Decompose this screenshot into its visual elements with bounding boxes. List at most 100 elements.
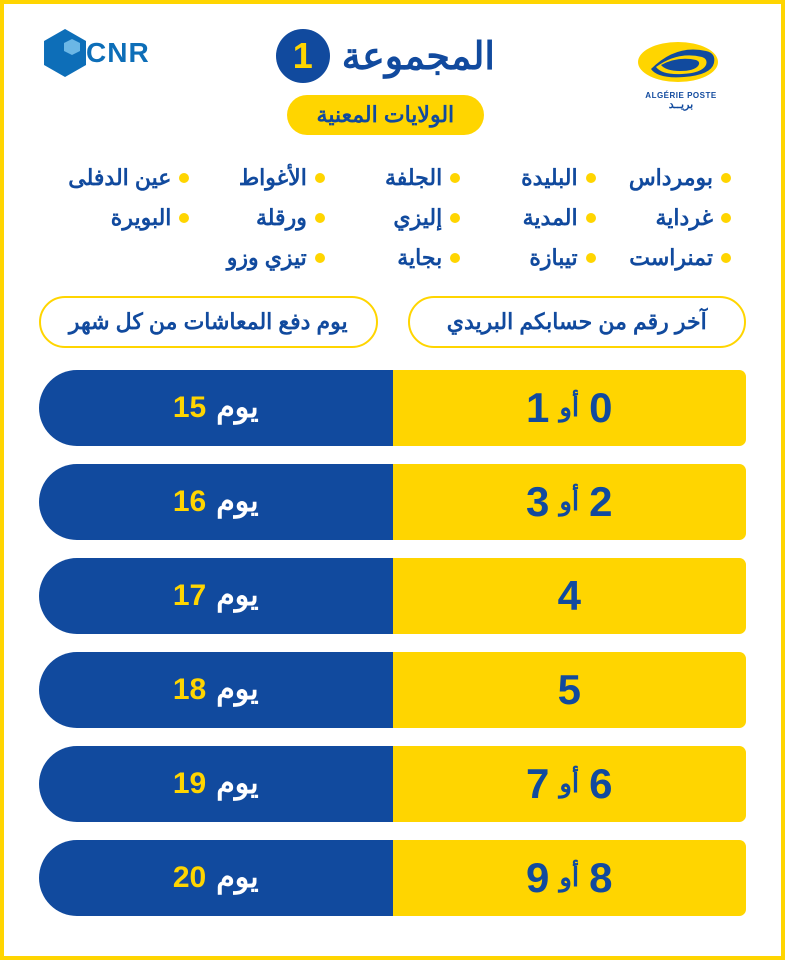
wilaya-item: تيبازة [460, 245, 595, 271]
digit-value: 9 [526, 854, 549, 902]
wilaya-label: بومرداس [629, 165, 713, 191]
day-word: يوم [216, 578, 258, 613]
bullet-icon [315, 173, 325, 183]
wilaya-item: إليزي [325, 205, 460, 231]
bullet-icon [721, 173, 731, 183]
wilaya-item: الأغواط [189, 165, 324, 191]
digit-value: 4 [558, 572, 581, 620]
day-number: 20 [173, 861, 206, 895]
schedule-row: 6 أو 7 يوم19 [39, 746, 746, 822]
bullet-icon [450, 253, 460, 263]
cnr-text: CNR [86, 37, 150, 69]
schedule-row: 4 يوم 17 [39, 558, 746, 634]
bullet-icon [586, 253, 596, 263]
wilaya-label: البليدة [521, 165, 577, 191]
wilaya-item [54, 245, 189, 271]
digit-value: 1 [526, 384, 549, 432]
day-word: يوم [216, 390, 258, 425]
wilaya-label: بجاية [397, 245, 442, 271]
cnr-hex-icon [44, 29, 86, 77]
bullet-icon [721, 253, 731, 263]
wilaya-item: تيزي وزو [189, 245, 324, 271]
wilaya-item: غرداية [596, 205, 731, 231]
wilaya-label: البويرة [111, 205, 172, 231]
header-left: يوم دفع المعاشات من كل شهر [39, 296, 378, 348]
title-block: المجموعة 1 الولايات المعنية [276, 29, 495, 135]
wilaya-label: غرداية [656, 205, 713, 231]
digit-value: 5 [558, 666, 581, 714]
digit-value: 6 [589, 760, 612, 808]
separator-word: أو [559, 486, 579, 517]
wilaya-label: المدية [523, 205, 578, 231]
column-headers: آخر رقم من حسابكم البريدي يوم دفع المعاش… [4, 296, 781, 348]
group-number-badge: 1 [276, 29, 330, 83]
digit-value: 7 [526, 760, 549, 808]
day-number: 18 [173, 673, 206, 707]
digit-value: 3 [526, 478, 549, 526]
separator-word: أو [559, 768, 579, 799]
wilaya-label: تيزي وزو [227, 245, 307, 271]
separator-word: أو [559, 862, 579, 893]
schedule-row: 2 أو 3 يوم16 [39, 464, 746, 540]
day-number: 15 [173, 391, 206, 425]
row-digits: 0 أو 1 [393, 370, 747, 446]
wilaya-label: تمنراست [629, 245, 713, 271]
wilayas-grid: بومرداس البليدة الجلفة الأغواط عين الدفلى غرد… [4, 135, 781, 296]
wilaya-item: المدية [460, 205, 595, 231]
day-number: 17 [173, 579, 206, 613]
logo-algerie-poste: ALGÉRIE POSTE بريــد [621, 29, 741, 111]
schedule-row: 0 أو 1 يوم 15 [39, 370, 746, 446]
wilaya-label: تيبازة [529, 245, 577, 271]
group-title: المجموعة 1 [276, 29, 495, 83]
bullet-icon [450, 213, 460, 223]
row-digits: 2 أو 3 [393, 464, 747, 540]
digit-value: 2 [589, 478, 612, 526]
digit-value: 0 [589, 384, 612, 432]
schedule-row: 8أو9يوم20 [39, 840, 746, 916]
row-day: يوم 20 [39, 840, 393, 916]
group-label: المجموعة [342, 34, 495, 79]
schedule-rows: 0أو1يوم152أو3يوم164يوم175يوم186أو7يوم198… [4, 370, 781, 916]
wilaya-label: ورقلة [256, 205, 307, 231]
row-day: يوم 17 [39, 558, 393, 634]
wilaya-item: عين الدفلى [54, 165, 189, 191]
bullet-icon [315, 253, 325, 263]
wilaya-item: تمنراست [596, 245, 731, 271]
day-word: يوم [216, 860, 258, 895]
wilaya-label: الأغواط [239, 165, 307, 191]
row-digits: 6 أو 7 [393, 746, 747, 822]
bullet-icon [450, 173, 460, 183]
schedule-row: 5 يوم 18 [39, 652, 746, 728]
separator-word: أو [559, 392, 579, 423]
wilaya-label: إليزي [393, 205, 442, 231]
row-day: يوم 18 [39, 652, 393, 728]
row-day: يوم19 [39, 746, 393, 822]
row-digits: 5 [393, 652, 747, 728]
bullet-icon [721, 213, 731, 223]
bullet-icon [179, 213, 189, 223]
header-right: آخر رقم من حسابكم البريدي [408, 296, 747, 348]
row-digits: 4 [393, 558, 747, 634]
wilaya-item: البويرة [54, 205, 189, 231]
wilaya-item: بومرداس [596, 165, 731, 191]
row-day: يوم16 [39, 464, 393, 540]
subtitle-pill: الولايات المعنية [287, 95, 485, 135]
row-digits: 8أو9 [393, 840, 747, 916]
bullet-icon [315, 213, 325, 223]
bullet-icon [179, 173, 189, 183]
day-word: يوم [216, 672, 258, 707]
header: ALGÉRIE POSTE بريــد المجموعة 1 الولايات… [4, 4, 781, 135]
day-number: 19 [173, 767, 206, 801]
wilaya-item: الجلفة [325, 165, 460, 191]
wilaya-item: البليدة [460, 165, 595, 191]
day-number: 16 [173, 485, 206, 519]
wilaya-item: بجاية [325, 245, 460, 271]
bullet-icon [586, 173, 596, 183]
bullet-icon [586, 213, 596, 223]
wilaya-item: ورقلة [189, 205, 324, 231]
wilaya-label: الجلفة [385, 165, 442, 191]
poste-icon [636, 29, 726, 89]
poste-arabic: بريــد [669, 98, 693, 111]
wilaya-label: عين الدفلى [68, 165, 171, 191]
logo-cnr: CNR [44, 29, 150, 77]
